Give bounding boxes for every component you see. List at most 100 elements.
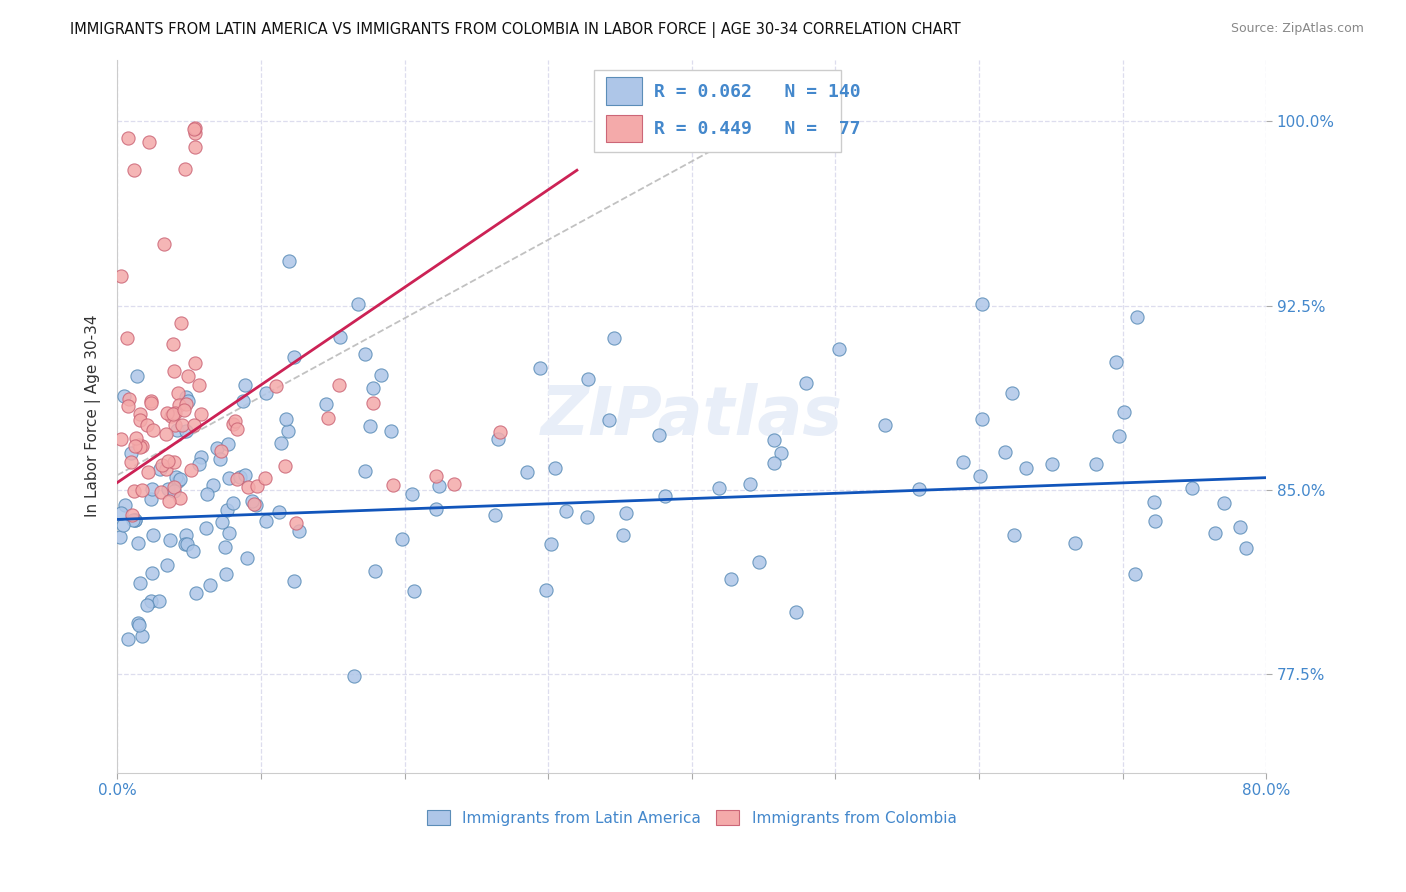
Point bbox=[770, 446, 793, 460]
Point bbox=[187, 458, 209, 472]
Point bbox=[267, 505, 290, 519]
Point bbox=[1142, 494, 1164, 508]
Text: ZIPatlas: ZIPatlas bbox=[541, 384, 842, 450]
Point bbox=[117, 399, 139, 413]
Point bbox=[150, 484, 173, 499]
Point bbox=[172, 417, 194, 432]
Point bbox=[184, 121, 207, 136]
Point bbox=[278, 254, 301, 268]
Point bbox=[218, 525, 240, 540]
Point bbox=[401, 486, 423, 500]
Point bbox=[1014, 460, 1036, 475]
Point bbox=[970, 411, 993, 425]
Point bbox=[425, 468, 447, 483]
Point bbox=[183, 122, 205, 136]
Point bbox=[148, 594, 170, 608]
Point bbox=[124, 513, 146, 527]
Point bbox=[794, 376, 817, 390]
Point bbox=[218, 471, 240, 485]
Point bbox=[1084, 458, 1107, 472]
Point bbox=[122, 163, 145, 178]
Point bbox=[1144, 514, 1167, 528]
Point bbox=[762, 456, 785, 470]
Point bbox=[1181, 481, 1204, 495]
Point bbox=[173, 402, 195, 417]
Text: R = 0.449   N =  77: R = 0.449 N = 77 bbox=[654, 120, 860, 137]
Point bbox=[110, 269, 132, 284]
Point bbox=[254, 386, 277, 401]
Point bbox=[540, 537, 562, 551]
Point bbox=[176, 536, 198, 550]
Point bbox=[277, 425, 299, 439]
Point bbox=[1229, 520, 1251, 534]
Point bbox=[129, 440, 152, 454]
Point bbox=[163, 483, 186, 498]
Point bbox=[908, 482, 931, 496]
Point bbox=[155, 462, 177, 476]
Point bbox=[139, 593, 162, 607]
Point bbox=[169, 472, 191, 486]
Point bbox=[162, 407, 184, 421]
Point bbox=[254, 514, 277, 528]
Point bbox=[1108, 428, 1130, 442]
Point bbox=[115, 331, 138, 345]
Point bbox=[1126, 310, 1149, 324]
Point bbox=[156, 558, 179, 573]
Point bbox=[994, 444, 1017, 458]
Point bbox=[184, 126, 207, 140]
Point bbox=[201, 477, 224, 491]
Point bbox=[361, 381, 384, 395]
Point bbox=[117, 392, 139, 406]
Point bbox=[153, 237, 176, 252]
Point bbox=[128, 618, 150, 632]
Point bbox=[343, 669, 366, 683]
Point bbox=[328, 377, 350, 392]
Point bbox=[246, 478, 269, 492]
Point bbox=[112, 389, 135, 403]
Point bbox=[1234, 541, 1257, 556]
Point bbox=[576, 509, 599, 524]
Point bbox=[226, 422, 249, 436]
Point bbox=[176, 394, 198, 409]
Point bbox=[484, 508, 506, 522]
Point bbox=[648, 428, 671, 442]
Point bbox=[184, 586, 207, 600]
Point bbox=[516, 465, 538, 479]
Point bbox=[169, 491, 191, 506]
Point bbox=[110, 432, 132, 446]
Point bbox=[190, 450, 212, 464]
Point bbox=[139, 491, 162, 506]
Point bbox=[329, 330, 352, 344]
Point bbox=[176, 397, 198, 411]
Point bbox=[486, 433, 509, 447]
Point bbox=[174, 424, 197, 438]
Point bbox=[243, 497, 266, 511]
Point bbox=[163, 480, 186, 494]
Point bbox=[245, 498, 267, 512]
Point bbox=[120, 455, 142, 469]
Point bbox=[1213, 496, 1236, 510]
Point bbox=[1112, 405, 1135, 419]
Point bbox=[215, 566, 238, 581]
Point bbox=[156, 483, 179, 497]
Point bbox=[364, 565, 387, 579]
Point bbox=[131, 628, 153, 642]
Point bbox=[254, 471, 277, 485]
Point bbox=[970, 296, 993, 310]
Point bbox=[274, 412, 297, 426]
Point bbox=[224, 414, 246, 428]
Bar bbox=[606, 114, 643, 142]
Point bbox=[288, 524, 311, 538]
Point bbox=[163, 406, 186, 420]
Point bbox=[155, 427, 177, 442]
Point bbox=[138, 135, 160, 149]
Point bbox=[738, 476, 761, 491]
Point bbox=[159, 533, 181, 548]
Point bbox=[108, 529, 131, 543]
Point bbox=[354, 464, 377, 478]
Point bbox=[315, 397, 337, 411]
Point bbox=[347, 297, 370, 311]
Point bbox=[236, 480, 259, 494]
Point bbox=[188, 377, 211, 392]
Point bbox=[142, 423, 165, 437]
